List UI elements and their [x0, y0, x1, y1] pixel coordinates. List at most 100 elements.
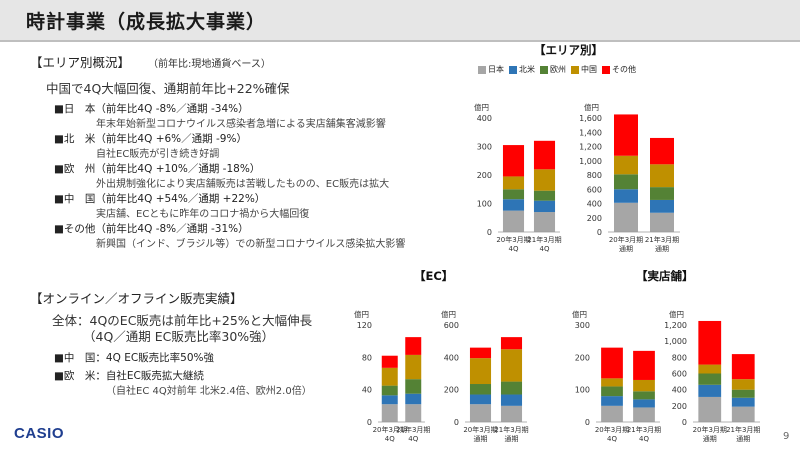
bar-segment	[698, 396, 722, 422]
bar-segment	[601, 405, 623, 422]
bar-segment	[698, 384, 722, 397]
x-tick-label: 20年3月期	[693, 425, 727, 434]
bar-segment	[633, 399, 655, 408]
bar-segment	[381, 404, 398, 422]
title-bar: 時計事業（成長拡大事業）	[0, 0, 800, 42]
y-tick-label: 1,600	[579, 114, 602, 123]
x-tick-label: 21年3月期	[396, 425, 430, 434]
y-tick-label: 800	[672, 353, 687, 362]
area-item-other: ■その他（前年比4Q -8%／通期 -31%）	[54, 223, 249, 235]
x-tick-label: 4Q	[607, 435, 617, 443]
x-tick-label: 21年3月期	[645, 235, 679, 244]
y-tick-label: 800	[587, 171, 602, 180]
y-tick-label: 400	[587, 200, 602, 209]
x-tick-label: 20年3月期	[609, 235, 643, 244]
bar-segment	[650, 212, 674, 232]
legend-swatch	[571, 65, 579, 74]
bar-segment	[698, 364, 722, 374]
page-title: 時計事業（成長拡大事業）	[26, 11, 267, 33]
y-tick-label: 200	[587, 214, 602, 223]
bar-segment	[614, 202, 638, 232]
y-tick-label: 600	[444, 321, 459, 330]
area-heading-note: （前年比:現地通貨ベース）	[148, 59, 271, 70]
x-tick-label: 通期	[703, 434, 717, 443]
x-tick-label: 21年3月期	[726, 425, 760, 434]
legend-label: 北米	[519, 65, 535, 74]
legend-swatch	[478, 65, 486, 74]
bar-segment	[533, 169, 556, 191]
online-lead-2: （4Q／通期 EC販売比率30%強）	[83, 329, 275, 344]
bar-segment	[731, 397, 755, 407]
bar-segment	[650, 137, 674, 165]
bar-segment	[533, 190, 556, 201]
bar-segment	[469, 358, 492, 385]
legend-swatch	[602, 65, 610, 74]
casio-logo: CASIO	[14, 425, 65, 442]
x-tick-label: 21年3月期	[527, 235, 561, 244]
x-tick-label: 通期	[619, 244, 633, 253]
bar-segment	[601, 386, 623, 397]
bar-segment	[731, 354, 755, 380]
bar-segment	[614, 155, 638, 175]
y-tick-label: 400	[672, 386, 687, 395]
chart-legend: 日本 北米 欧州 中国 その他	[478, 64, 636, 75]
bar-segment	[633, 407, 655, 422]
x-tick-label: 20年3月期	[373, 425, 407, 434]
x-tick-label: 4Q	[509, 245, 519, 253]
bar-segment	[405, 404, 422, 422]
y-tick-label: 1,200	[664, 321, 687, 330]
bar-segment	[469, 394, 492, 405]
y-tick-label: 400	[444, 353, 459, 362]
legend-label: その他	[612, 65, 636, 74]
page-number: 9	[783, 431, 790, 442]
bar-segment	[614, 114, 638, 156]
area-item-japan-note: 年末年始新型コロナウイルス感染者急増による実店舗集客減影響	[96, 119, 386, 130]
x-tick-label: 20年3月期	[595, 425, 629, 434]
bar-segment	[405, 337, 422, 355]
bar-segment	[650, 187, 674, 200]
y-tick-label: 100	[477, 200, 492, 209]
online-item-china: ■中 国：4Q EC販売比率50%強	[54, 352, 215, 364]
legend-item: 北米	[509, 64, 535, 75]
bar-segment	[405, 379, 422, 394]
bar-segment	[633, 379, 655, 392]
legend-label: 日本	[488, 65, 504, 74]
bar-segment	[633, 391, 655, 400]
x-tick-label: 4Q	[540, 245, 550, 253]
y-tick-label: 1,200	[579, 143, 602, 152]
bar-segment	[500, 405, 523, 422]
bar-segment	[405, 354, 422, 380]
online-heading: 【オンライン／オフライン販売実績】	[30, 291, 243, 306]
online-item-west: ■欧 米：自社EC販売拡大継続	[54, 370, 204, 382]
bar-segment	[650, 164, 674, 188]
x-tick-label: 21年3月期	[494, 425, 528, 434]
bar-segment	[469, 347, 492, 359]
y-tick-label: 300	[575, 321, 590, 330]
bar-segment	[533, 140, 556, 170]
bar-segment	[614, 174, 638, 190]
bar-segment	[502, 145, 525, 177]
bar-segment	[500, 394, 523, 406]
y-tick-label: 300	[477, 143, 492, 152]
y-tick-label: 200	[575, 353, 590, 362]
bar-segment	[500, 381, 523, 395]
bar-segment	[698, 320, 722, 365]
area-lead: 中国で4Q大幅回復、通期前年比+22%確保	[46, 81, 290, 96]
area-item-china-note: 実店舗、ECともに昨年のコロナ禍から大幅回復	[96, 209, 310, 220]
legend-item: その他	[602, 64, 636, 75]
area-item-japan: ■日 本（前年比4Q -8%／通期 -34%）	[54, 103, 249, 115]
area-item-china: ■中 国（前年比4Q +54%／通期 +22%）	[54, 193, 266, 205]
x-tick-label: 20年3月期	[463, 425, 497, 434]
bar-segment	[381, 395, 398, 405]
y-tick-label: 1,400	[579, 128, 602, 137]
bar-segment	[601, 378, 623, 387]
bar-segment	[731, 379, 755, 390]
y-tick-label: 1,000	[664, 337, 687, 346]
area-heading: 【エリア別概況】	[30, 55, 131, 70]
legend-item: 欧州	[540, 64, 566, 75]
x-tick-label: 通期	[655, 244, 669, 253]
x-tick-label: 4Q	[385, 435, 395, 443]
chart-title-ec: 【EC】	[414, 269, 454, 283]
y-tick-label: 200	[672, 402, 687, 411]
